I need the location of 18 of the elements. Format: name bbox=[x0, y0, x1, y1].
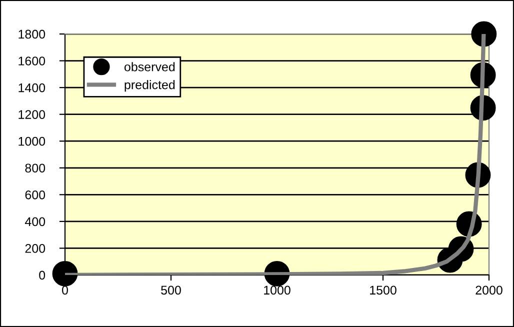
x-tick-label: 1000 bbox=[264, 286, 290, 295]
y-tick-label: 1200 bbox=[18, 110, 46, 119]
x-tick-label: 500 bbox=[161, 286, 181, 295]
y-tick-label: 200 bbox=[25, 244, 46, 253]
y-tick-label: 800 bbox=[25, 164, 46, 173]
x-tick-label: 2000 bbox=[476, 286, 502, 295]
y-tick-label: 600 bbox=[25, 190, 46, 200]
legend-label: observed bbox=[124, 62, 175, 72]
x-tick-label: 0 bbox=[62, 286, 68, 295]
y-tick-label: 1000 bbox=[18, 136, 46, 146]
x-tick-label: 1500 bbox=[370, 286, 396, 295]
y-tick-label: 1400 bbox=[18, 83, 46, 92]
y-tick-label: 1600 bbox=[18, 56, 46, 66]
y-tick-label: 400 bbox=[24, 217, 46, 226]
y-tick-label: 1800 bbox=[18, 30, 46, 39]
point bbox=[52, 260, 78, 286]
legend-label: predicted bbox=[124, 80, 175, 92]
y-tick-label: 0 bbox=[39, 270, 46, 280]
